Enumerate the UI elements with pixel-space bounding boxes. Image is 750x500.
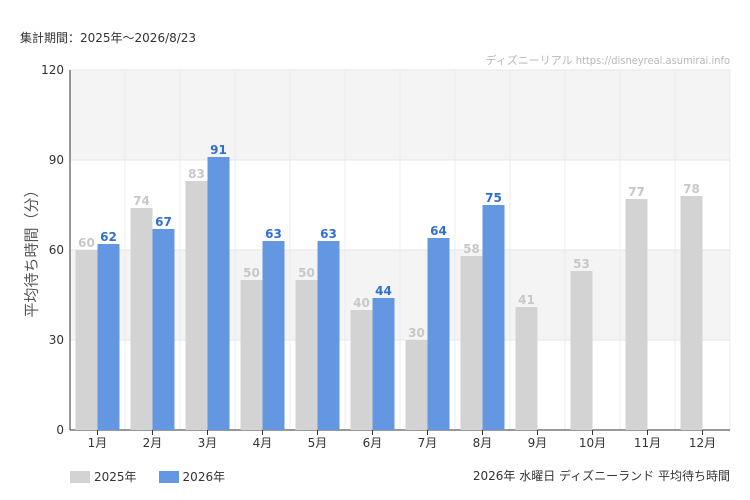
bar-2026年-6月 [372,298,395,430]
data-label: 78 [683,182,700,196]
data-label: 63 [320,227,337,241]
y-tick-label: 120 [41,63,64,77]
data-label: 50 [298,266,315,280]
bar-2025年-1月 [75,250,98,430]
data-label: 50 [243,266,260,280]
y-tick-label: 30 [49,333,64,347]
bar-2025年-12月 [680,196,703,430]
data-label: 40 [353,296,370,310]
bar-2026年-8月 [482,205,505,430]
x-tick-label: 4月 [253,436,273,450]
y-tick-label: 90 [49,153,64,167]
x-tick-label: 1月 [88,436,108,450]
data-label: 62 [100,230,117,244]
legend-swatch-2026 [158,470,179,483]
x-tick-label: 5月 [308,436,328,450]
bar-2026年-1月 [97,244,120,430]
bar-2026年-3月 [207,157,230,430]
legend: 2025年 2026年 [70,468,225,485]
x-tick-label: 10月 [579,436,606,450]
bar-2025年-7月 [405,340,428,430]
data-label: 64 [430,224,447,238]
bar-2025年-11月 [625,199,648,430]
bar-2025年-5月 [295,280,318,430]
data-label: 53 [573,257,590,271]
bar-2025年-6月 [350,310,373,430]
data-label: 75 [485,191,502,205]
data-label: 30 [408,326,425,340]
data-label: 91 [210,143,227,157]
x-tick-label: 11月 [634,436,661,450]
legend-item-2025[interactable]: 2025年 [70,468,137,485]
legend-label-2026: 2026年 [182,470,226,484]
data-label: 60 [78,236,95,250]
legend-label-2025: 2025年 [94,470,137,484]
data-label: 58 [463,242,480,256]
x-tick-label: 12月 [689,436,716,450]
data-label: 74 [133,194,150,208]
bar-2025年-3月 [185,181,208,430]
bar-2026年-7月 [427,238,450,430]
bar-2025年-9月 [515,307,538,430]
x-tick-label: 8月 [473,436,493,450]
data-label: 44 [375,284,392,298]
legend-item-2026[interactable]: 2026年 [158,468,226,485]
y-tick-label: 0 [56,423,64,437]
x-tick-label: 3月 [198,436,218,450]
bar-2025年-4月 [240,280,263,430]
legend-swatch-2025 [70,470,90,483]
data-label: 77 [628,185,645,199]
bar-2026年-5月 [317,241,340,430]
chart-caption: 2026年 水曜日 ディズニーランド 平均待ち時間 [472,469,730,483]
x-tick-label: 6月 [363,436,383,450]
x-tick-label: 7月 [418,436,438,450]
x-tick-label: 2月 [143,436,163,450]
data-label: 41 [518,293,535,307]
data-label: 83 [188,167,205,181]
aggregation-period: 集計期間：2025年～2026/8/23 [20,31,197,45]
data-label: 63 [265,227,282,241]
bar-2025年-10月 [570,271,593,430]
bar-2026年-2月 [152,229,175,430]
bar-2025年-2月 [130,208,153,430]
bar-2026年-4月 [262,241,285,430]
site-watermark: ディズニーリアル https://disneyreal.asumirai.inf… [485,54,730,67]
x-tick-label: 9月 [528,436,548,450]
y-tick-label: 60 [49,243,64,257]
bar-2025年-8月 [460,256,483,430]
data-label: 67 [155,215,172,229]
